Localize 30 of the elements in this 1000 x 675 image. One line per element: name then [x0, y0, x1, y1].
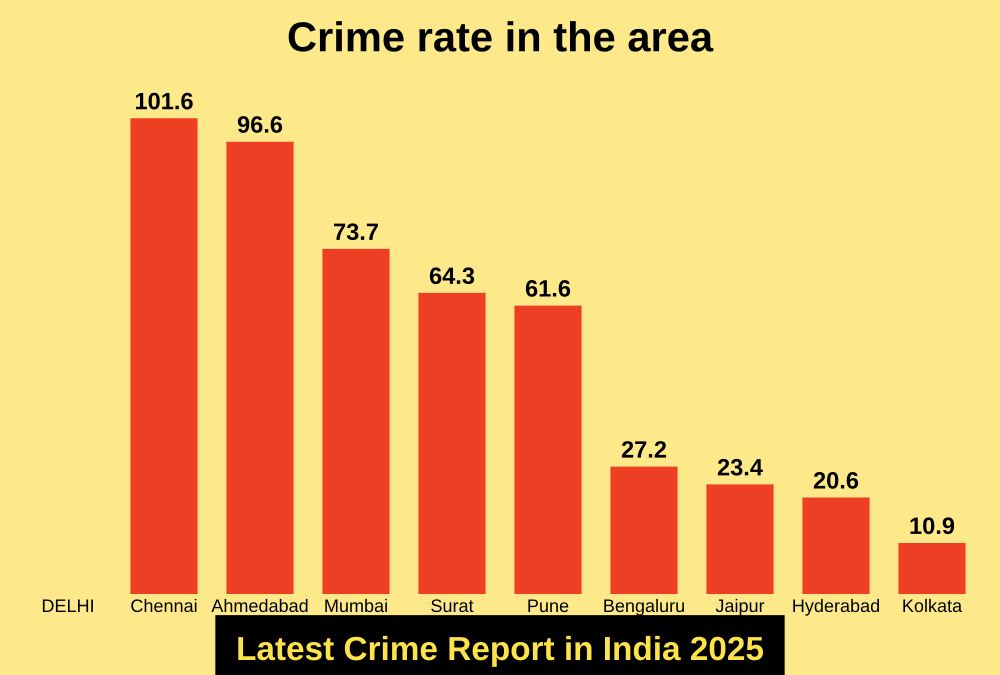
- bar: [610, 466, 678, 594]
- bar: [802, 498, 870, 594]
- x-tick-label: Mumbai: [325, 598, 387, 612]
- bar: [706, 484, 774, 594]
- x-tick-label: Chennai: [131, 598, 196, 612]
- data-label: 64.3: [430, 267, 474, 284]
- data-label: 96.6: [238, 116, 282, 133]
- data-label: 61.6: [526, 280, 570, 297]
- bar: [418, 292, 486, 594]
- x-tick-label: Kolkata: [903, 598, 962, 612]
- bar: [514, 306, 582, 594]
- data-label: 27.2: [622, 441, 666, 458]
- bar: [226, 142, 294, 594]
- data-label: 23.4: [718, 458, 763, 476]
- bar: [898, 542, 966, 594]
- chart-title: Crime rate in the area: [288, 21, 714, 52]
- text: Latest Crime Report in India 2025: [238, 636, 764, 667]
- x-tick-label: Hyderabad: [793, 598, 880, 616]
- x-tick-label: Pune: [528, 600, 568, 612]
- x-tick-label: Bengaluru: [604, 598, 684, 616]
- bar: [322, 248, 390, 594]
- data-label: 10.9: [910, 517, 954, 534]
- bar: [130, 118, 198, 594]
- data-label: 101.6: [136, 92, 193, 110]
- x-tick-label: Ahmedabad: [211, 598, 308, 612]
- data-label: 73.7: [334, 223, 378, 240]
- x-tick-label: Surat: [431, 599, 474, 612]
- data-label: 20.6: [814, 472, 858, 489]
- x-tick-label: DELHI: [42, 600, 93, 612]
- x-tick-label: Jaipur: [716, 598, 764, 616]
